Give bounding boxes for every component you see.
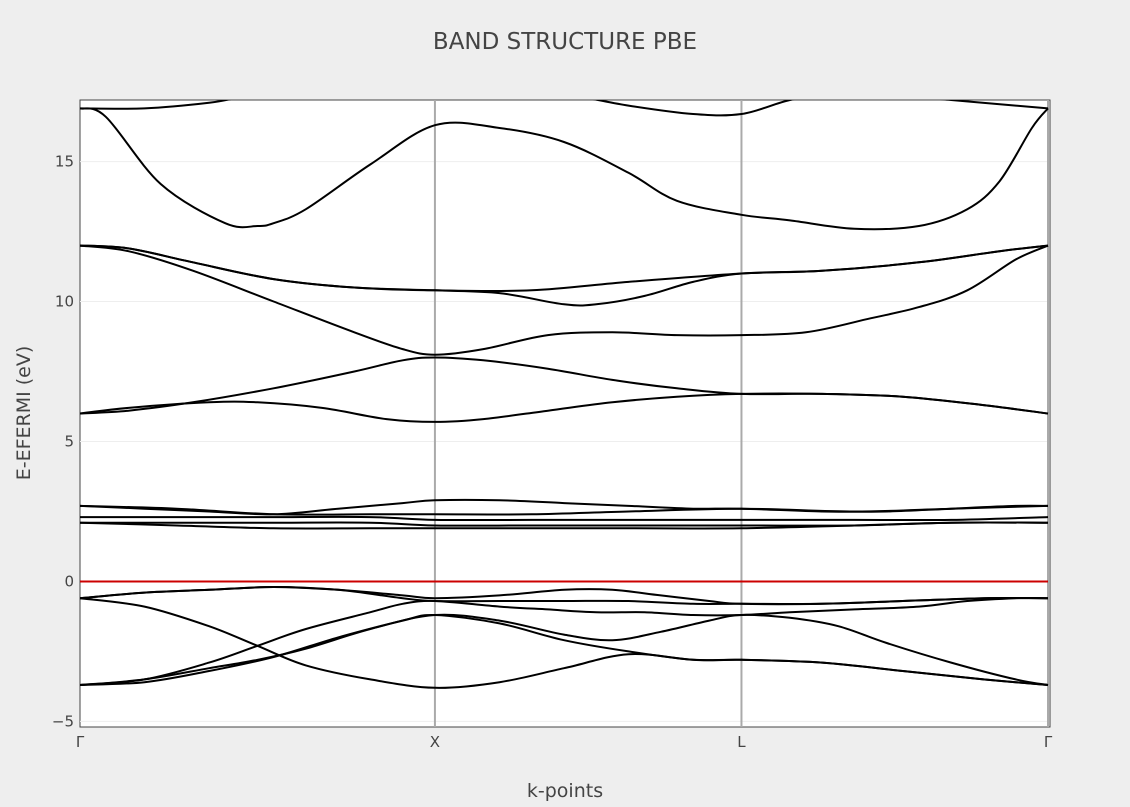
- band-line: [80, 244, 1049, 356]
- y-tick-label: 10: [55, 293, 74, 311]
- gridlines: [80, 161, 1048, 722]
- band-line: [80, 515, 1049, 522]
- y-axis-label: E-EFERMI (eV): [13, 346, 35, 481]
- band-line: [80, 107, 1049, 231]
- band-line: [80, 613, 1049, 686]
- plot-area: [79, 99, 1051, 728]
- band-line: [80, 613, 1049, 686]
- band-line: [80, 504, 1049, 516]
- x-axis-label: k-points: [527, 780, 603, 802]
- band-line: [80, 244, 1049, 307]
- y-tick-label: −5: [52, 712, 74, 730]
- x-tick-label: Γ: [76, 733, 85, 751]
- x-tick-label: L: [737, 733, 746, 751]
- x-tick-label: Γ: [1044, 733, 1053, 751]
- band-line: [80, 597, 1049, 686]
- band-lines: [80, 100, 1049, 689]
- y-tick-label: 0: [64, 572, 74, 590]
- y-tick-label: 15: [55, 153, 74, 171]
- x-tick-label: X: [430, 733, 440, 751]
- band-line: [80, 586, 1049, 606]
- band-line: [80, 521, 1049, 530]
- band-line: [80, 392, 1049, 423]
- chart-title: BAND STRUCTURE PBE: [433, 29, 697, 55]
- y-tick-labels: −5 0 5 10 15: [52, 153, 74, 731]
- y-tick-label: 5: [64, 432, 74, 450]
